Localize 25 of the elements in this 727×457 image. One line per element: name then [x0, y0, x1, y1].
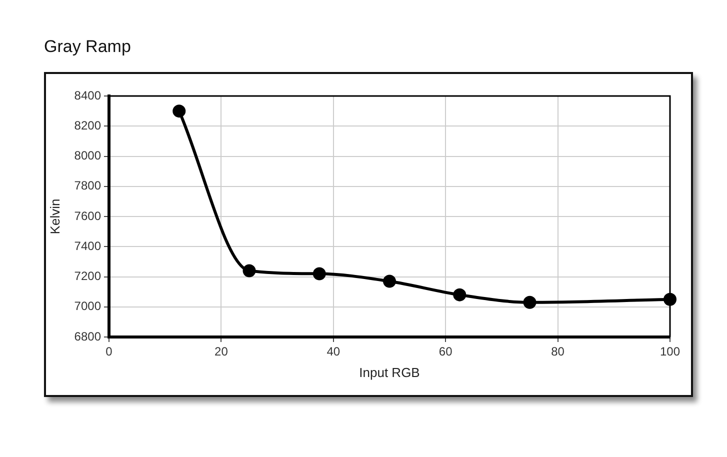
point — [172, 104, 186, 118]
x-tick-label: 0 — [106, 344, 113, 359]
y-tick-label: 7800 — [74, 178, 102, 193]
y-tick-label: 7400 — [74, 238, 102, 253]
x-tick-label: 60 — [438, 344, 453, 359]
x-tick-label: 80 — [551, 344, 565, 359]
x-tick-label: 100 — [660, 344, 680, 359]
x-tick-label: 20 — [214, 344, 228, 359]
point — [383, 274, 396, 288]
y-axis-title: Kelvin — [47, 198, 62, 234]
y-tick-label: 7000 — [74, 299, 102, 314]
point — [242, 264, 256, 278]
point — [453, 288, 466, 302]
y-tick-label: 6800 — [74, 329, 102, 344]
point — [664, 292, 676, 306]
y-tick-label: 7200 — [74, 269, 102, 284]
point — [523, 296, 536, 309]
y-tick-label: 8000 — [74, 148, 102, 163]
chart-title: Gray Ramp — [44, 37, 131, 57]
y-tick-label: 8400 — [74, 88, 102, 102]
x-axis-title: Input RGB — [359, 364, 420, 380]
y-tick-label: 7600 — [74, 208, 102, 223]
point — [312, 267, 326, 280]
y-tick-label: 8200 — [74, 118, 102, 132]
x-tick-label: 40 — [326, 344, 340, 359]
